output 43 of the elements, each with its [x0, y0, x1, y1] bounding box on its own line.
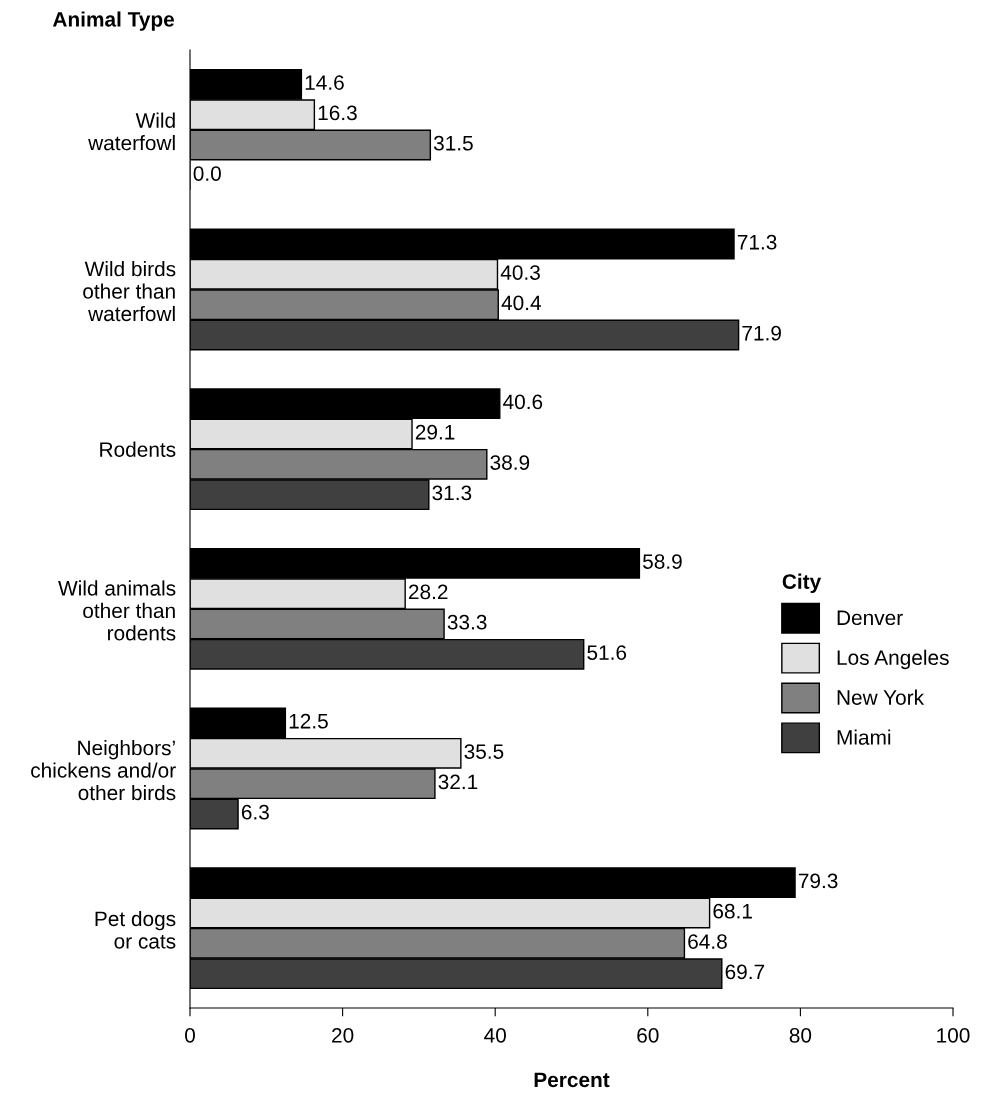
data-label: 38.9: [490, 455, 530, 470]
data-label: 64.8: [688, 934, 727, 949]
x-axis-title: Percent: [534, 1072, 610, 1088]
legend-label: Miami: [837, 729, 891, 745]
data-label: 40.6: [503, 394, 543, 410]
x-tick-label: 40: [484, 1027, 506, 1043]
data-label: 58.9: [643, 554, 682, 569]
data-label: 40.3: [500, 265, 540, 280]
data-label: 68.1: [713, 903, 752, 919]
data-label: 69.7: [725, 964, 765, 980]
data-label: 29.1: [415, 424, 455, 440]
data-label: 16.3: [318, 105, 357, 121]
x-tick-label: 100: [937, 1027, 970, 1043]
legend-label: Denver: [837, 610, 903, 626]
data-label: 51.6: [587, 645, 627, 660]
x-tick-label: 80: [789, 1027, 812, 1043]
y-tick-label: Pet dogs or cats: [95, 910, 176, 949]
data-label: 35.5: [464, 744, 504, 759]
y-tick-label: Wild birds other than waterfowl: [83, 261, 176, 322]
data-label: 40.4: [501, 295, 541, 311]
x-tick-label: 60: [637, 1027, 659, 1043]
legend-title: City: [782, 573, 822, 594]
data-label: 32.1: [438, 774, 478, 790]
x-tick-label: 20: [332, 1027, 354, 1043]
data-label: 79.3: [798, 873, 838, 889]
data-label: 71.3: [737, 234, 777, 250]
y-tick-label: Neighbors’ chickens and/or other birds: [31, 740, 176, 801]
y-tick-label: Rodents: [100, 441, 176, 457]
data-label: 31.5: [433, 135, 473, 151]
data-label: 71.9: [742, 325, 781, 341]
data-label: 31.3: [432, 485, 472, 501]
data-label: 28.2: [408, 584, 448, 600]
x-tick-label: 0: [185, 1027, 195, 1043]
y-tick-label: Wild animals other than rodents: [58, 580, 176, 641]
data-label: 6.3: [241, 804, 269, 820]
data-label: 12.5: [289, 713, 328, 729]
data-label: 0.0: [193, 166, 221, 181]
legend-label: Los Angeles: [837, 649, 949, 670]
y-axis-title: Animal Type: [52, 11, 175, 31]
data-label: 33.3: [447, 614, 487, 630]
legend-label: New York: [837, 689, 925, 705]
data-label: 14.6: [305, 75, 344, 90]
y-tick-label: Wild waterfowl: [88, 112, 175, 151]
